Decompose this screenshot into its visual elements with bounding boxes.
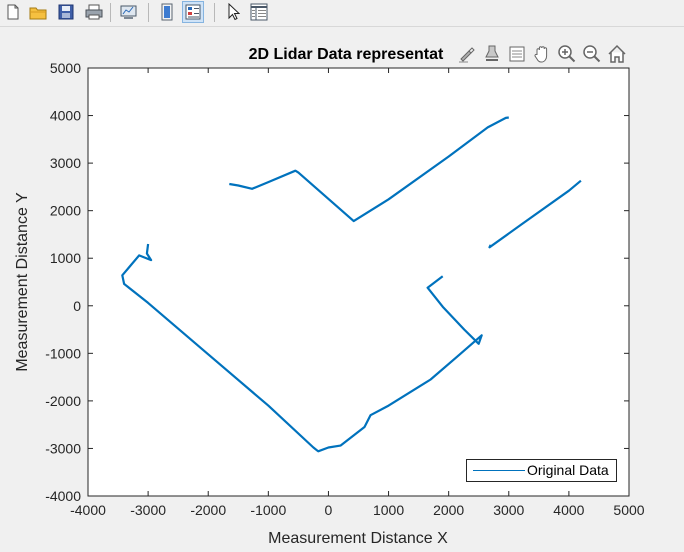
zoom-out-icon: [583, 45, 601, 63]
y-tick-label: -3000: [45, 440, 81, 456]
x-tick-label: 4000: [553, 502, 584, 518]
legend-entry-original-data: Original Data: [527, 462, 609, 478]
axes-box[interactable]: [87, 67, 630, 497]
show-plot-tools-button[interactable]: [182, 1, 204, 23]
pointer-arrow-icon: [228, 3, 240, 21]
x-tick-label: -3000: [130, 502, 166, 518]
data-tips-button[interactable]: [481, 43, 503, 65]
x-tick-label: 2000: [433, 502, 464, 518]
brush-icon: [459, 47, 475, 63]
axes-toolbar: [456, 42, 634, 66]
y-tick-label: 5000: [50, 60, 81, 76]
save-disk-icon: [58, 4, 74, 20]
figure-toolbar: [0, 0, 684, 27]
zoom-out-button[interactable]: [581, 43, 603, 65]
show-tools-icon: [185, 4, 201, 20]
legend-line-swatch: [473, 470, 525, 471]
link-plot-button[interactable]: [118, 1, 140, 23]
insert-legend-button[interactable]: [506, 43, 528, 65]
series-line-segment: [121, 243, 483, 453]
save-figure-button[interactable]: [55, 1, 77, 23]
y-axis-label: Measurement Distance Y: [14, 192, 31, 372]
y-tick-label: 1000: [50, 250, 81, 266]
toolbar-separator: [110, 3, 111, 22]
x-tick-label: 3000: [493, 502, 524, 518]
x-tick-label: -2000: [190, 502, 226, 518]
x-tick-label: -1000: [250, 502, 286, 518]
data-tips-icon: [485, 45, 499, 61]
zoom-in-icon: [558, 45, 576, 63]
series-line-segment: [229, 116, 509, 223]
home-icon: [608, 44, 626, 63]
toolbar-separator: [214, 3, 215, 22]
pan-button[interactable]: [531, 43, 553, 65]
y-tick-label: 4000: [50, 108, 81, 124]
y-tick-label: -2000: [45, 393, 81, 409]
legend[interactable]: Original Data: [466, 459, 617, 482]
x-tick-label: 5000: [613, 502, 644, 518]
x-tick-label: 0: [325, 502, 333, 518]
y-tick-label: 2000: [50, 203, 81, 219]
new-figure-button[interactable]: [2, 1, 24, 23]
brush-button[interactable]: [456, 43, 478, 65]
plot-area: -4000 -3000 -2000 -1000 0 1000 2000 3000 4000 500…: [14, 46, 645, 547]
printer-icon: [85, 4, 103, 20]
chart-title: 2D Lidar Data representat: [249, 46, 444, 63]
folder-icon: [29, 7, 47, 20]
print-figure-button[interactable]: [83, 1, 105, 23]
open-file-button[interactable]: [27, 1, 49, 23]
zoom-in-button[interactable]: [556, 43, 578, 65]
series-line-segment: [488, 179, 582, 249]
y-tick-label: -1000: [45, 345, 81, 361]
new-file-icon: [7, 4, 19, 20]
y-tick-label: 3000: [50, 155, 81, 171]
toolbar-separator: [148, 3, 149, 22]
x-tick-label: -4000: [70, 502, 106, 518]
open-property-inspector-button[interactable]: [248, 1, 270, 23]
x-tick-label: 1000: [373, 502, 404, 518]
restore-view-button[interactable]: [606, 43, 628, 65]
y-tick-label: -4000: [45, 488, 81, 504]
y-tick-label: 0: [73, 298, 81, 314]
hand-pan-icon: [534, 46, 548, 63]
edit-plot-button[interactable]: [222, 1, 244, 23]
x-axis-label: Measurement Distance X: [268, 530, 448, 547]
hide-plot-tools-button[interactable]: [156, 1, 178, 23]
hide-tools-icon: [161, 3, 173, 21]
link-plot-icon: [120, 5, 137, 19]
legend-icon: [509, 46, 525, 62]
property-inspector-icon: [250, 3, 268, 21]
